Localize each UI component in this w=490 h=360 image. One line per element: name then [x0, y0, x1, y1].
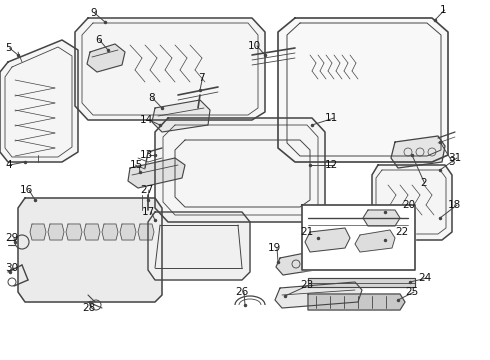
Polygon shape — [305, 228, 350, 252]
Text: 27: 27 — [140, 185, 153, 195]
Text: 24: 24 — [418, 273, 431, 283]
Text: 1: 1 — [440, 5, 446, 15]
Polygon shape — [308, 294, 405, 310]
Polygon shape — [363, 210, 400, 226]
Polygon shape — [0, 40, 78, 162]
Text: 23: 23 — [300, 280, 313, 290]
Polygon shape — [66, 224, 82, 240]
Polygon shape — [128, 158, 185, 188]
Polygon shape — [30, 224, 46, 240]
Text: 26: 26 — [235, 287, 248, 297]
Text: 30: 30 — [5, 263, 18, 273]
Text: 29: 29 — [5, 233, 18, 243]
Text: 7: 7 — [198, 73, 205, 83]
Polygon shape — [155, 118, 325, 222]
Polygon shape — [275, 282, 362, 308]
Polygon shape — [355, 230, 395, 252]
Polygon shape — [48, 224, 64, 240]
Text: 2: 2 — [420, 178, 427, 188]
Polygon shape — [18, 198, 162, 302]
Text: 11: 11 — [325, 113, 338, 123]
Polygon shape — [302, 205, 415, 270]
Text: 8: 8 — [148, 93, 155, 103]
Polygon shape — [148, 212, 250, 280]
Text: 16: 16 — [20, 185, 33, 195]
Polygon shape — [308, 278, 415, 287]
Polygon shape — [84, 224, 100, 240]
Polygon shape — [391, 136, 445, 168]
Text: 17: 17 — [142, 207, 155, 217]
Polygon shape — [152, 100, 210, 132]
Polygon shape — [278, 18, 448, 162]
Text: 13: 13 — [140, 150, 153, 160]
Polygon shape — [75, 18, 265, 120]
Text: 12: 12 — [325, 160, 338, 170]
Polygon shape — [120, 224, 136, 240]
Text: 28: 28 — [82, 303, 95, 313]
Polygon shape — [102, 224, 118, 240]
Text: 15: 15 — [130, 160, 143, 170]
Polygon shape — [138, 224, 154, 240]
Text: 18: 18 — [448, 200, 461, 210]
Text: 4: 4 — [5, 160, 12, 170]
Text: 20: 20 — [402, 200, 415, 210]
Polygon shape — [372, 165, 452, 240]
Polygon shape — [276, 252, 318, 275]
Text: 22: 22 — [395, 227, 408, 237]
Text: 3: 3 — [448, 157, 455, 167]
Polygon shape — [87, 44, 125, 72]
Text: 6: 6 — [95, 35, 101, 45]
Text: 9: 9 — [90, 8, 97, 18]
Text: 10: 10 — [248, 41, 261, 51]
Text: 19: 19 — [268, 243, 281, 253]
Text: 21: 21 — [300, 227, 313, 237]
Text: 25: 25 — [405, 287, 418, 297]
Text: 31: 31 — [448, 153, 461, 163]
Text: 5: 5 — [5, 43, 12, 53]
Text: 14: 14 — [140, 115, 153, 125]
